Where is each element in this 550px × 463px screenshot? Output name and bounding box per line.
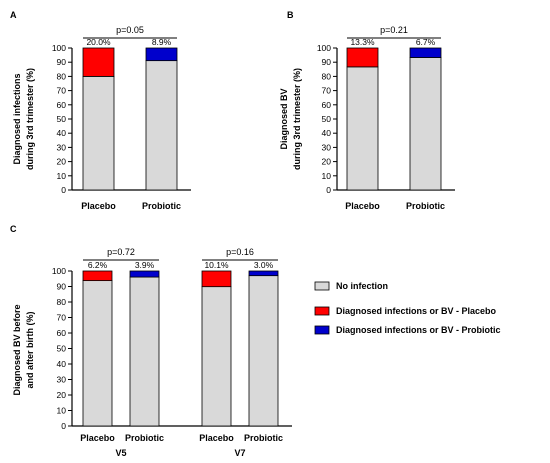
y-tick-label: 40 bbox=[322, 128, 332, 138]
x-tick-label: Probiotic bbox=[406, 201, 445, 211]
legend-label: Diagnosed infections or BV - Placebo bbox=[336, 306, 497, 316]
bar-no-infection bbox=[248, 275, 279, 427]
bar-no-infection bbox=[145, 60, 178, 191]
data-label: 3.9% bbox=[135, 260, 155, 270]
y-tick-label: 60 bbox=[322, 100, 332, 110]
legend-swatch bbox=[314, 325, 330, 335]
y-axis-label: Diagnosed BV before bbox=[12, 304, 22, 395]
x-tick-label: Placebo bbox=[345, 201, 380, 211]
y-axis-label: and after birth (%) bbox=[25, 311, 35, 388]
panel-c-chart: 0 10 20 30 40 50 60 70 80 90 100 6.2% Placebo 3.9% Pro… bbox=[12, 247, 292, 458]
y-tick-label: 100 bbox=[52, 266, 66, 276]
y-axis-label: during 3rd trimester (%) bbox=[292, 68, 302, 170]
y-tick-label: 10 bbox=[322, 171, 332, 181]
y-tick-label: 80 bbox=[322, 71, 332, 81]
legend-swatch bbox=[314, 281, 330, 291]
legend-label: No infection bbox=[336, 281, 388, 291]
bar-diagnosed bbox=[82, 270, 113, 282]
y-tick-label: 80 bbox=[57, 297, 67, 307]
data-label: 3.0% bbox=[254, 260, 274, 270]
y-tick-label: 20 bbox=[57, 157, 67, 167]
x-tick-label: Probiotic bbox=[244, 433, 283, 443]
y-axis-label: Diagnosed infections bbox=[12, 73, 22, 164]
y-tick-label: 30 bbox=[322, 142, 332, 152]
y-axis-label: Diagnosed BV bbox=[279, 88, 289, 149]
data-label: 8.9% bbox=[152, 37, 172, 47]
bar-diagnosed bbox=[82, 47, 115, 77]
group-label: V5 bbox=[115, 448, 126, 458]
y-tick-label: 40 bbox=[57, 359, 67, 369]
y-tick-label: 100 bbox=[52, 43, 66, 53]
x-tick-label: Placebo bbox=[199, 433, 234, 443]
y-tick-label: 30 bbox=[57, 142, 67, 152]
bar-no-infection bbox=[346, 66, 379, 191]
x-tick-label: Probiotic bbox=[142, 201, 181, 211]
y-tick-label: 0 bbox=[61, 185, 66, 195]
data-label: 6.2% bbox=[88, 260, 108, 270]
y-tick-label: 20 bbox=[57, 390, 67, 400]
data-label: 20.0% bbox=[86, 37, 111, 47]
y-tick-label: 60 bbox=[57, 328, 67, 338]
bar-diagnosed bbox=[409, 47, 442, 58]
bar-no-infection bbox=[129, 276, 160, 427]
bar-no-infection bbox=[82, 76, 115, 191]
legend-swatch bbox=[314, 306, 330, 316]
legend-label: Diagnosed infections or BV - Probiotic bbox=[336, 325, 501, 335]
panel-label-b: B bbox=[287, 10, 294, 20]
panel-label-c: C bbox=[10, 224, 17, 234]
y-tick-label: 60 bbox=[57, 100, 67, 110]
bar-diagnosed bbox=[346, 47, 379, 68]
bar-no-infection bbox=[82, 280, 113, 427]
bar-no-infection bbox=[201, 286, 232, 427]
y-axis-label: during 3rd trimester (%) bbox=[25, 68, 35, 170]
y-tick-label: 20 bbox=[322, 157, 332, 167]
group-label: V7 bbox=[234, 448, 245, 458]
panel-b-chart: 0 10 20 30 40 50 60 70 80 90 100 13.3% Placebo 6.7% Pr… bbox=[279, 25, 455, 211]
bar-no-infection bbox=[409, 57, 442, 191]
x-tick-label: Placebo bbox=[81, 201, 116, 211]
y-tick-label: 70 bbox=[322, 86, 332, 96]
x-tick-label: Probiotic bbox=[125, 433, 164, 443]
data-label: 13.3% bbox=[350, 37, 375, 47]
y-tick-label: 100 bbox=[317, 43, 331, 53]
bar-diagnosed bbox=[145, 47, 178, 62]
pvalue-label: p=0.21 bbox=[380, 25, 408, 35]
y-tick-label: 50 bbox=[322, 114, 332, 124]
y-tick-label: 80 bbox=[57, 71, 67, 81]
x-tick-label: Placebo bbox=[80, 433, 115, 443]
y-tick-label: 50 bbox=[57, 344, 67, 354]
panel-label-a: A bbox=[10, 10, 17, 20]
pvalue-label: p=0.05 bbox=[116, 25, 144, 35]
y-tick-label: 30 bbox=[57, 375, 67, 385]
y-tick-label: 90 bbox=[57, 282, 67, 292]
y-tick-label: 50 bbox=[57, 114, 67, 124]
bar-diagnosed bbox=[129, 270, 160, 278]
y-tick-label: 70 bbox=[57, 313, 67, 323]
y-tick-label: 0 bbox=[61, 421, 66, 431]
data-label: 10.1% bbox=[204, 260, 229, 270]
y-tick-label: 40 bbox=[57, 128, 67, 138]
pvalue-label: p=0.16 bbox=[226, 247, 254, 257]
bar-diagnosed bbox=[201, 270, 232, 288]
y-tick-label: 10 bbox=[57, 406, 67, 416]
data-label: 6.7% bbox=[416, 37, 436, 47]
panel-a-chart: 0 10 20 30 40 50 60 70 80 90 100 20.0% Placebo 8.9% Pr… bbox=[12, 25, 191, 211]
y-tick-label: 10 bbox=[57, 171, 67, 181]
y-tick-label: 0 bbox=[326, 185, 331, 195]
y-tick-label: 90 bbox=[57, 57, 67, 67]
legend: No infection Diagnosed infections or BV -… bbox=[314, 281, 501, 335]
pvalue-label: p=0.72 bbox=[107, 247, 135, 257]
y-tick-label: 70 bbox=[57, 86, 67, 96]
y-tick-label: 90 bbox=[322, 57, 332, 67]
bar-diagnosed bbox=[248, 270, 279, 277]
